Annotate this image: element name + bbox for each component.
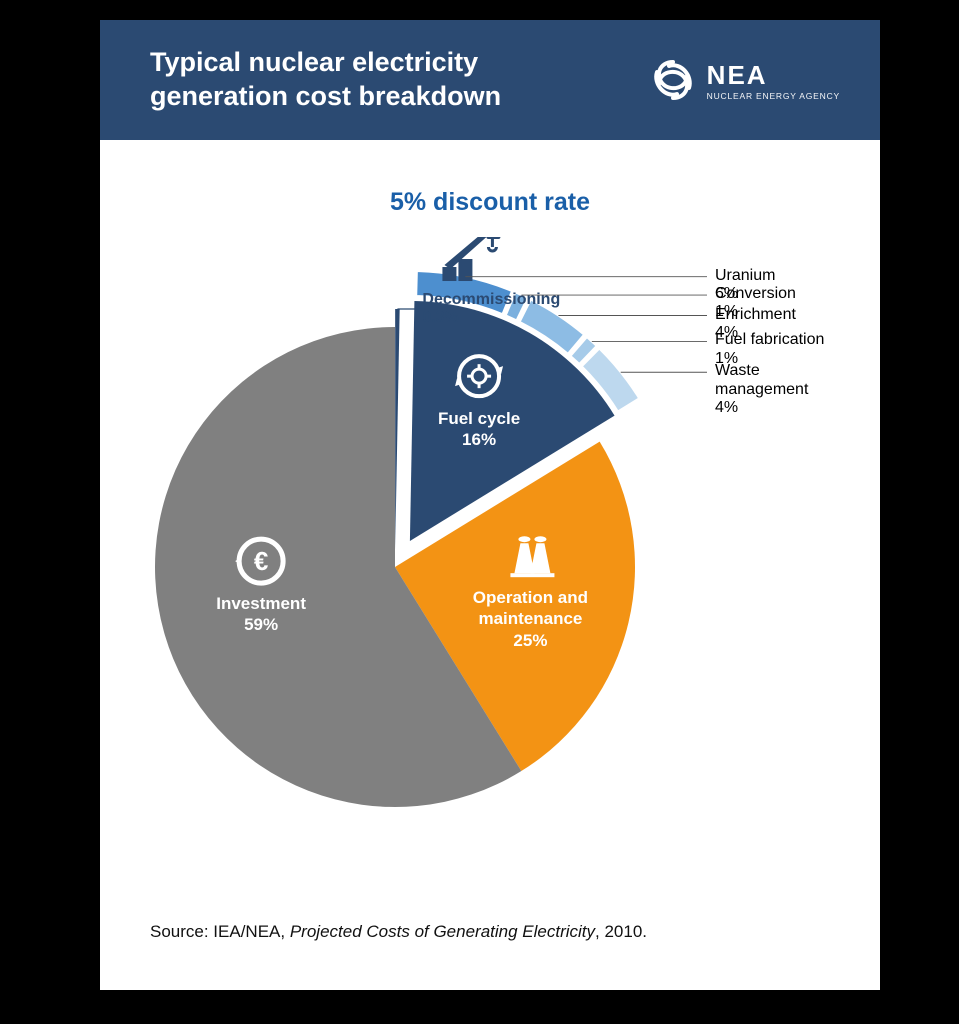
logo-text-main: NEA	[707, 60, 840, 91]
crane-icon	[442, 237, 500, 281]
infographic-card: Typical nuclear electricity generation c…	[100, 20, 880, 990]
pie-chart: € Investment59% Operation andmaintenance2…	[100, 237, 880, 877]
source-prefix: Source: IEA/NEA,	[150, 922, 290, 941]
header-bar: Typical nuclear electricity generation c…	[100, 20, 880, 140]
title-line-2: generation cost breakdown	[150, 81, 501, 111]
source-title: Projected Costs of Generating Electricit…	[290, 922, 595, 941]
side-label-waste_mgmt: Wastemanagement4%	[715, 362, 865, 417]
header-title: Typical nuclear electricity generation c…	[150, 46, 501, 114]
slice-label-fuel_cycle: Fuel cycle16%	[399, 408, 559, 451]
source-citation: Source: IEA/NEA, Projected Costs of Gene…	[150, 922, 647, 942]
source-suffix: , 2010.	[595, 922, 647, 941]
slice-label-operation: Operation andmaintenance25%	[450, 587, 610, 651]
slice-label-investment: Investment59%	[181, 593, 341, 636]
title-line-1: Typical nuclear electricity	[150, 47, 478, 77]
svg-text:€: €	[254, 546, 268, 576]
chart-subtitle: 5% discount rate	[100, 188, 880, 217]
logo-text-sub: NUCLEAR ENERGY AGENCY	[707, 91, 840, 101]
nea-knot-icon	[649, 56, 697, 104]
side-label-decommissioning: Decommissioning0.3%	[422, 291, 560, 328]
nea-logo: NEA NUCLEAR ENERGY AGENCY	[649, 56, 840, 104]
